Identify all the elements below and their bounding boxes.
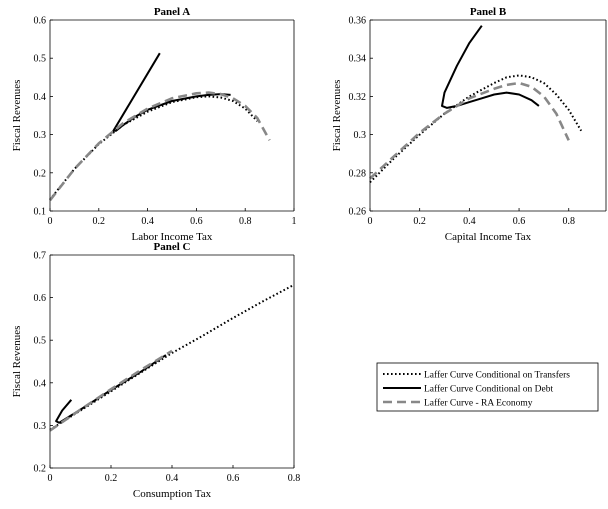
series-line-transfers xyxy=(369,74,583,184)
x-tick-label: 0.2 xyxy=(413,216,426,227)
x-axis-label: Labor Income Tax xyxy=(132,231,213,243)
series-line-transfers xyxy=(49,95,259,201)
y-tick-label: 0.2 xyxy=(34,464,47,475)
x-tick-label: 0.8 xyxy=(562,216,575,227)
legend-label-ra: Laffer Curve - RA Economy xyxy=(424,398,533,409)
panel-title: Panel A xyxy=(154,6,190,18)
x-tick-label: 0.6 xyxy=(513,216,526,227)
series-line-ra xyxy=(49,349,173,432)
plot-area xyxy=(50,20,294,211)
series-line-debt xyxy=(55,354,167,424)
y-tick-label: 0.6 xyxy=(34,16,47,27)
y-tick-label: 0.4 xyxy=(34,92,47,103)
x-tick-label: 0 xyxy=(48,216,53,227)
x-tick-label: 0.4 xyxy=(141,216,154,227)
y-tick-label: 0.5 xyxy=(34,54,47,65)
x-axis-label: Capital Income Tax xyxy=(445,231,532,243)
x-tick-label: 0.6 xyxy=(190,216,203,227)
y-tick-label: 0.3 xyxy=(34,421,47,432)
y-tick-label: 0.34 xyxy=(349,54,367,65)
y-tick-label: 0.3 xyxy=(354,130,367,141)
y-tick-label: 0.3 xyxy=(34,130,47,141)
y-tick-label: 0.26 xyxy=(349,207,367,218)
y-tick-label: 0.1 xyxy=(34,207,47,218)
series-line-ra xyxy=(369,81,570,180)
legend-label-debt: Laffer Curve Conditional on Debt xyxy=(424,384,553,395)
y-axis-label: Fiscal Revenues xyxy=(11,326,23,398)
y-axis-label: Fiscal Revenues xyxy=(11,80,23,152)
plot-area xyxy=(50,255,294,468)
panel-a: 0 0.2 0.4 0.6 0.8 1 0.1 0.2 0.3 0.4 0.5 0.6 Panel A L… xyxy=(11,6,297,243)
y-tick-label: 0.32 xyxy=(349,92,367,103)
y-tick-label: 0.7 xyxy=(34,251,47,262)
y-tick-label: 0.28 xyxy=(349,168,367,179)
x-tick-label: 0.2 xyxy=(93,216,106,227)
x-tick-label: 0.8 xyxy=(288,473,301,484)
x-tick-label: 0.6 xyxy=(227,473,240,484)
series-line-debt xyxy=(441,25,540,109)
y-tick-label: 0.5 xyxy=(34,336,47,347)
panel-title: Panel C xyxy=(154,241,191,253)
panel-b: 0 0.2 0.4 0.6 0.8 0.26 0.28 0.3 0.32 0.34 0.36 Pane… xyxy=(331,6,607,243)
x-tick-label: 0 xyxy=(368,216,373,227)
legend-label-transfers: Laffer Curve Conditional on Transfers xyxy=(424,370,570,381)
x-tick-label: 1 xyxy=(292,216,297,227)
y-tick-label: 0.2 xyxy=(34,168,47,179)
x-tick-label: 0.4 xyxy=(463,216,476,227)
panel-title: Panel B xyxy=(470,6,507,18)
x-axis-label: Consumption Tax xyxy=(133,488,212,500)
series-line-ra xyxy=(48,91,271,202)
y-tick-label: 0.4 xyxy=(34,378,47,389)
x-tick-label: 0 xyxy=(48,473,53,484)
x-tick-label: 0.8 xyxy=(239,216,252,227)
legend: Laffer Curve Conditional on Transfers La… xyxy=(376,362,599,412)
y-tick-label: 0.6 xyxy=(34,293,47,304)
x-tick-label: 0.4 xyxy=(166,473,179,484)
y-tick-label: 0.36 xyxy=(349,16,367,27)
y-axis-label: Fiscal Revenues xyxy=(331,80,343,152)
x-tick-label: 0.2 xyxy=(105,473,118,484)
plot-area xyxy=(370,20,606,211)
